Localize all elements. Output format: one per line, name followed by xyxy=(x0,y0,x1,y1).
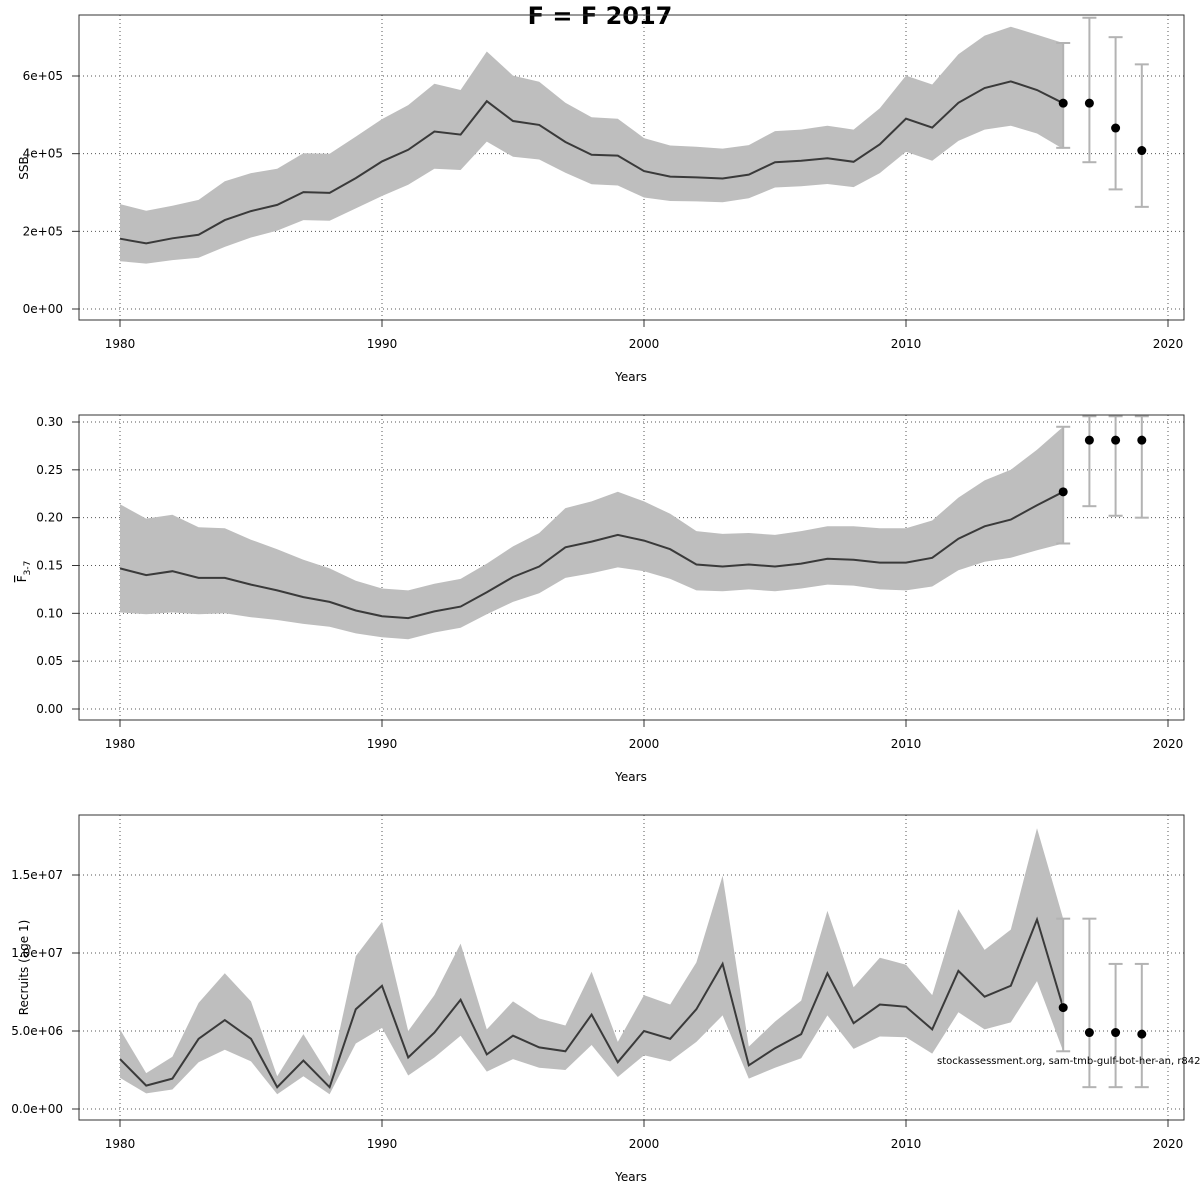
x-tick-label: 1980 xyxy=(105,1137,136,1151)
x-tick-label: 2010 xyxy=(891,737,922,751)
y-tick-label: 0.15 xyxy=(36,559,63,573)
plot-frame xyxy=(78,14,1185,321)
x-tick-label: 2010 xyxy=(891,337,922,351)
plot-frame xyxy=(78,414,1185,721)
y-tick-label: 2e+05 xyxy=(23,224,63,238)
x-tick-label: 2020 xyxy=(1153,337,1184,351)
forecast-point xyxy=(1084,1028,1094,1038)
forecast-point xyxy=(1111,1028,1121,1038)
forecast-point xyxy=(1137,435,1147,445)
x-tick-label: 1980 xyxy=(105,337,136,351)
panel-3: 1980 1990 2000 2010 2020 0.0e+00 5.0e+06 1.0e+0… xyxy=(11,814,1185,1184)
panel-1: 1980 1990 2000 2010 2020 0e+00 2e+05 4e+05 6e+05… xyxy=(17,14,1185,384)
forecast-point xyxy=(1137,1029,1147,1039)
x-axis-title: Years xyxy=(614,770,647,784)
y-tick-label: 0.05 xyxy=(36,654,63,668)
estimate-line xyxy=(119,916,1065,1090)
y-axis-title: F3-7 xyxy=(15,561,33,583)
estimate-line xyxy=(119,490,1064,620)
confidence-band xyxy=(120,828,1064,1095)
y-tick-label: 0e+00 xyxy=(23,302,63,316)
y-axis-title: Recruits (age 1) xyxy=(17,920,31,1016)
forecast-point xyxy=(1058,1003,1068,1013)
forecast-point xyxy=(1137,146,1147,156)
y-axis-title-sub: 3-7 xyxy=(23,561,33,576)
y-tick-label: 0.25 xyxy=(36,463,63,477)
y-tick-label: 5.0e+06 xyxy=(11,1024,63,1038)
x-tick-label: 2000 xyxy=(629,337,660,351)
forecast-point xyxy=(1111,123,1121,133)
x-tick-label: 2020 xyxy=(1153,1137,1184,1151)
y-tick-label: 0.00 xyxy=(36,702,63,716)
y-tick-label: 0.30 xyxy=(36,415,63,429)
y-tick-label: 6e+05 xyxy=(23,69,63,83)
confidence-band xyxy=(120,26,1064,264)
forecast-point xyxy=(1058,98,1068,108)
plot-frame xyxy=(78,814,1185,1121)
x-tick-label: 2020 xyxy=(1153,737,1184,751)
y-tick-label: 4e+05 xyxy=(23,147,63,161)
y-tick-label: 0.0e+00 xyxy=(11,1102,63,1116)
y-axis-title: SSB xyxy=(17,156,31,179)
credit-text: stockassessment.org, sam-tmb-gulf-bot-he… xyxy=(937,1056,1200,1067)
x-tick-label: 1990 xyxy=(367,337,398,351)
x-axis-title: Years xyxy=(614,1170,647,1184)
confidence-band xyxy=(120,426,1064,640)
chart-panels: 1980 1990 2000 2010 2020 0e+00 2e+05 4e+05 6e+05… xyxy=(11,14,1185,1184)
forecast-point xyxy=(1084,435,1094,445)
plot-area xyxy=(119,415,1149,640)
y-tick-label: 0.10 xyxy=(36,606,63,620)
y-tick-label: 1.0e+07 xyxy=(11,946,63,960)
estimate-line xyxy=(119,80,1064,245)
x-tick-label: 1990 xyxy=(367,1137,398,1151)
figure-title: F = F 2017 xyxy=(528,2,673,30)
x-tick-label: 2010 xyxy=(891,1137,922,1151)
plot-area xyxy=(119,828,1149,1095)
y-tick-label: 1.5e+07 xyxy=(11,868,63,882)
forecast-point xyxy=(1084,98,1094,108)
forecast-point xyxy=(1111,435,1121,445)
y-tick-label: 0.20 xyxy=(36,511,63,525)
x-tick-label: 1980 xyxy=(105,737,136,751)
x-tick-label: 1990 xyxy=(367,737,398,751)
x-tick-label: 2000 xyxy=(629,737,660,751)
forecast-point xyxy=(1058,487,1068,497)
x-axis-title: Years xyxy=(614,370,647,384)
plot-area xyxy=(119,16,1149,264)
x-tick-label: 2000 xyxy=(629,1137,660,1151)
y-axis-title-main: F xyxy=(15,575,29,582)
panel-2: 1980 1990 2000 2010 2020 0.00 0.05 0.10 0.15 0.20… xyxy=(15,414,1185,784)
